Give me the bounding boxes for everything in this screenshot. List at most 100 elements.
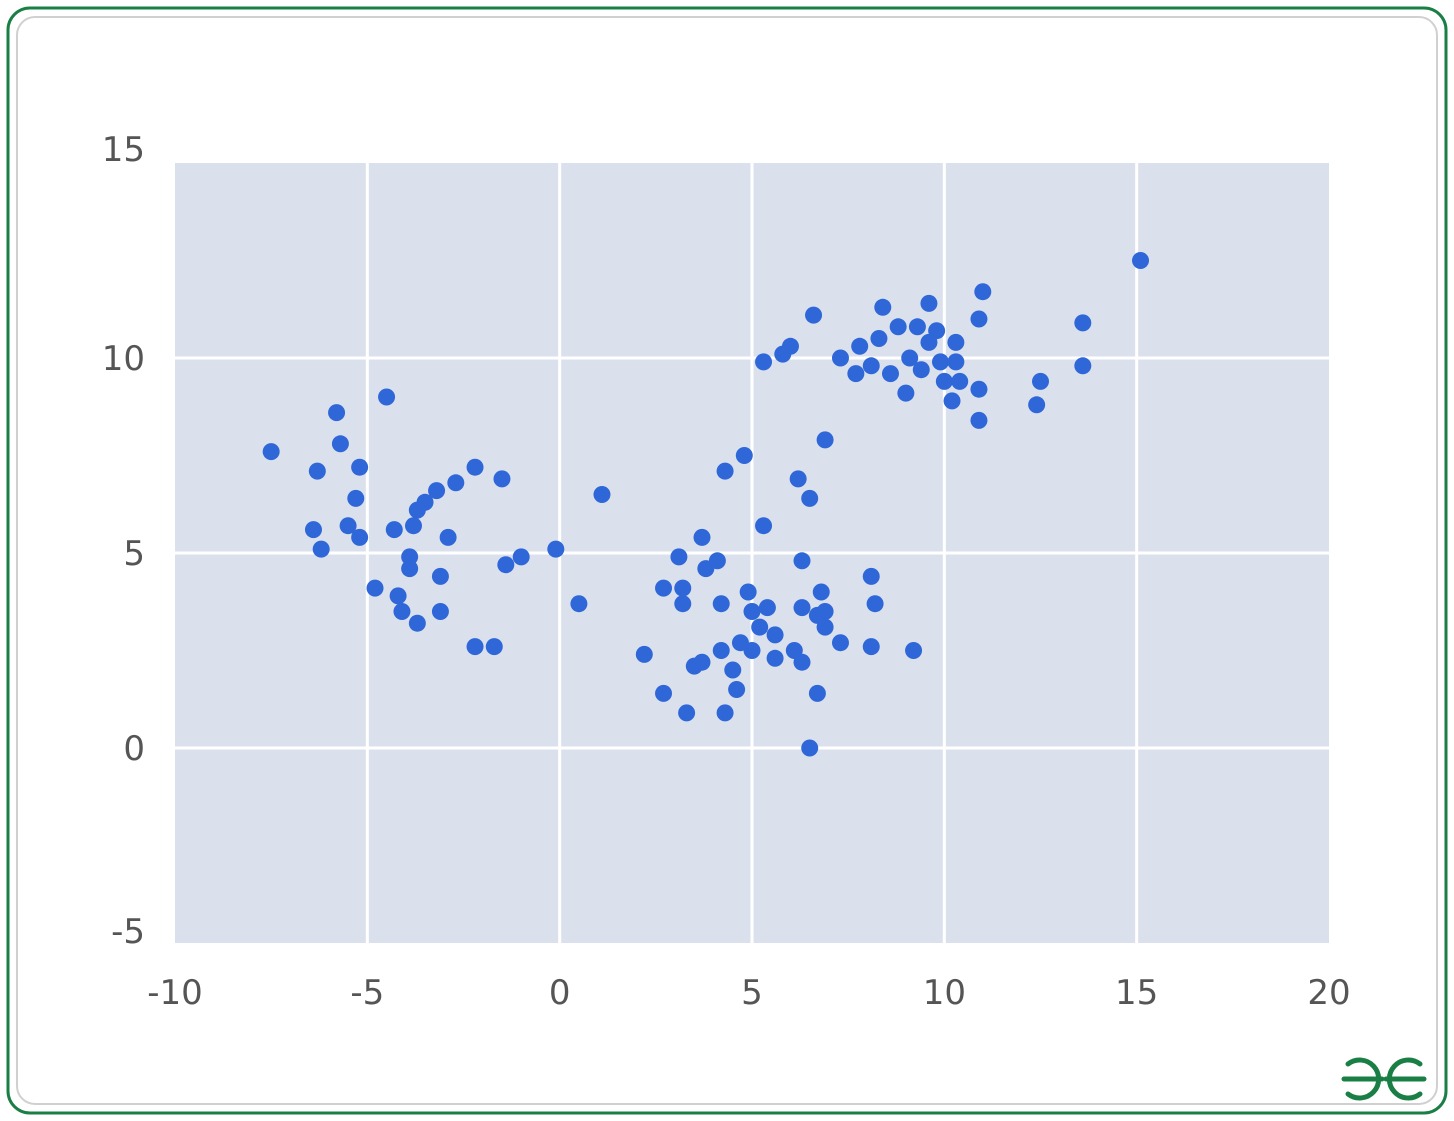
scatter-point	[970, 310, 988, 328]
scatter-point	[866, 595, 884, 613]
scatter-point	[801, 739, 819, 757]
scatter-point	[1132, 252, 1150, 269]
scatter-point	[428, 482, 446, 500]
scatter-point	[847, 365, 865, 383]
scatter-point	[401, 548, 419, 566]
scatter-point	[793, 599, 811, 617]
y-tick-label: 15	[102, 130, 145, 170]
scatter-point	[793, 552, 811, 570]
scatter-point	[739, 583, 757, 601]
scatter-point	[751, 618, 769, 636]
scatter-point	[755, 517, 773, 535]
scatter-point	[947, 353, 965, 371]
scatter-point	[466, 458, 484, 476]
scatter-point	[766, 626, 784, 644]
y-tick-label: -5	[111, 912, 145, 952]
scatter-point	[1074, 314, 1092, 332]
scatter-point	[920, 294, 938, 312]
scatter-point	[497, 556, 515, 574]
scatter-point	[331, 435, 349, 453]
scatter-point	[347, 489, 365, 507]
y-axis-ticks: -5 0 5 10 15	[102, 130, 145, 952]
scatter-point	[385, 521, 403, 539]
scatter-point	[547, 540, 565, 558]
scatter-point	[408, 614, 426, 632]
scatter-point	[735, 447, 753, 464]
scatter-point	[716, 462, 734, 480]
scatter-point	[328, 404, 346, 422]
scatter-point	[881, 365, 899, 383]
scatter-point	[743, 642, 761, 659]
scatter-point	[943, 392, 961, 410]
scatter-point	[485, 638, 503, 656]
scatter-point	[262, 443, 280, 461]
scatter-point	[431, 567, 449, 585]
scatter-point	[970, 411, 988, 429]
scatter-point	[339, 517, 357, 535]
grid-lines	[175, 163, 1329, 943]
scatter-point	[655, 579, 673, 597]
scatter-point	[816, 603, 834, 620]
scatter-point	[947, 333, 965, 351]
scatter-point	[789, 470, 807, 488]
scatter-point	[635, 645, 653, 663]
scatter-point	[404, 517, 422, 535]
scatter-point	[431, 603, 449, 620]
scatter-point	[393, 603, 411, 620]
y-tick-label: 0	[123, 729, 145, 769]
scatter-point	[512, 548, 530, 566]
scatter-point	[905, 642, 923, 659]
scatter-point	[712, 595, 730, 613]
y-tick-label: 5	[123, 534, 145, 574]
scatter-point	[401, 560, 419, 578]
scatter-point	[466, 638, 484, 656]
x-tick-label: 10	[923, 973, 966, 1013]
scatter-point	[712, 642, 730, 659]
scatter-point	[366, 579, 384, 597]
scatter-point	[758, 599, 776, 617]
scatter-point	[970, 380, 988, 398]
x-tick-label: -10	[147, 973, 203, 1013]
scatter-point	[389, 587, 407, 605]
scatter-point	[812, 583, 830, 601]
scatter-point	[862, 638, 880, 656]
scatter-point	[1074, 357, 1092, 375]
scatter-point	[831, 634, 849, 652]
scatter-point	[928, 322, 946, 340]
scatter-point	[378, 388, 396, 406]
scatter-point	[931, 353, 949, 371]
x-tick-label: -5	[350, 973, 384, 1013]
scatter-point	[901, 349, 919, 367]
scatter-point	[951, 372, 969, 390]
data-points	[262, 252, 1150, 757]
scatter-point	[439, 528, 457, 546]
scatter-point	[728, 681, 746, 698]
scatter-point	[801, 489, 819, 507]
scatter-point	[862, 357, 880, 375]
scatter-point	[1028, 396, 1046, 414]
scatter-point	[312, 540, 330, 558]
scatter-point	[808, 684, 826, 702]
scatter-point	[974, 283, 992, 301]
x-tick-label: 20	[1307, 973, 1350, 1013]
scatter-point	[816, 618, 834, 636]
scatter-point	[805, 306, 823, 324]
scatter-point	[889, 318, 907, 336]
scatter-point	[308, 462, 326, 480]
scatter-point	[851, 337, 869, 355]
scatter-point	[670, 548, 688, 566]
scatter-point	[831, 349, 849, 367]
scatter-point	[674, 579, 692, 597]
scatter-point	[743, 603, 761, 620]
x-tick-label: 0	[549, 973, 571, 1013]
geeksforgeeks-logo-icon	[1341, 1057, 1427, 1101]
scatter-point	[351, 458, 369, 476]
scatter-point	[570, 595, 588, 613]
scatter-point	[693, 528, 711, 546]
scatter-point	[793, 653, 811, 671]
scatter-point	[674, 595, 692, 613]
scatter-point	[908, 318, 926, 336]
scatter-point	[693, 653, 711, 671]
scatter-point	[781, 337, 799, 355]
